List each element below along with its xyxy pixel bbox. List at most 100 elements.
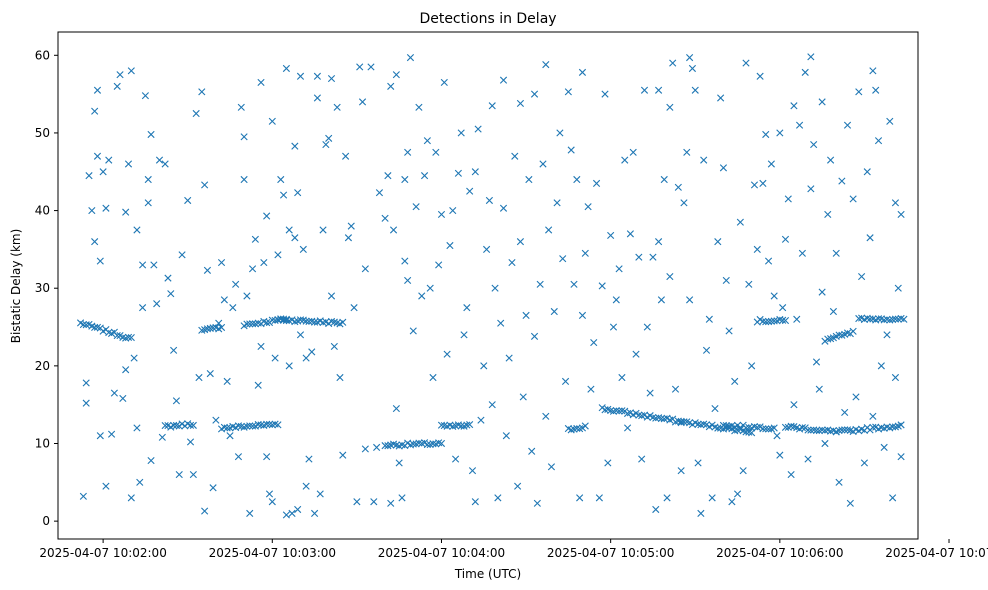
data-point	[147, 456, 155, 465]
data-point	[683, 148, 691, 156]
data-point	[167, 290, 175, 298]
data-point	[897, 314, 905, 323]
axes-frame	[57, 31, 919, 540]
data-point	[175, 470, 183, 479]
data-point	[158, 433, 166, 441]
data-point	[804, 455, 812, 463]
data-point	[203, 266, 212, 274]
data-point	[294, 505, 302, 514]
data-point	[91, 107, 99, 115]
data-point	[843, 121, 852, 129]
data-point	[824, 210, 832, 219]
data-point	[150, 261, 158, 269]
data-point	[437, 439, 446, 448]
data-point	[539, 160, 547, 168]
data-point	[296, 316, 305, 324]
data-point	[477, 416, 485, 424]
data-point	[762, 318, 770, 326]
data-point	[302, 354, 310, 362]
data-point	[483, 245, 491, 253]
data-point	[122, 366, 130, 374]
data-point	[697, 509, 705, 517]
data-point	[635, 253, 643, 261]
data-point	[240, 175, 248, 184]
data-point	[212, 416, 220, 424]
data-point	[623, 424, 632, 432]
chart-title: Detections in Delay	[419, 11, 556, 27]
data-point	[798, 249, 806, 257]
data-point	[220, 296, 228, 304]
data-point	[660, 175, 668, 184]
data-point	[638, 455, 646, 463]
data-point	[787, 422, 795, 430]
data-point	[319, 226, 327, 234]
data-point	[192, 109, 200, 118]
data-point	[449, 206, 457, 215]
data-point	[601, 90, 609, 98]
data-point	[198, 326, 206, 334]
data-point	[105, 156, 113, 164]
data-point	[855, 88, 863, 96]
data-point	[102, 482, 110, 490]
data-point	[437, 421, 446, 429]
data-point	[353, 498, 361, 506]
data-point	[511, 152, 519, 160]
data-point	[463, 421, 471, 429]
data-point	[680, 199, 688, 207]
data-point	[573, 175, 581, 184]
data-point	[767, 317, 775, 325]
data-point	[198, 88, 206, 96]
data-point	[215, 319, 223, 327]
data-point	[178, 251, 186, 259]
data-point	[437, 210, 446, 219]
data-point	[609, 323, 618, 331]
data-point	[753, 245, 761, 253]
data-point	[818, 98, 826, 106]
data-point	[240, 133, 248, 141]
data-point	[291, 318, 299, 326]
data-point	[251, 235, 259, 243]
data-point	[432, 148, 440, 156]
data-point	[277, 175, 285, 184]
data-point	[339, 451, 347, 459]
data-point	[759, 425, 767, 433]
data-point	[401, 175, 409, 184]
data-point	[590, 338, 598, 347]
data-point	[93, 152, 102, 160]
data-point	[804, 426, 812, 434]
data-point	[282, 64, 290, 73]
data-point	[415, 103, 423, 111]
data-point	[894, 315, 902, 323]
data-point	[466, 187, 474, 195]
data-point	[793, 315, 801, 323]
data-point	[127, 494, 135, 502]
data-point	[604, 459, 612, 467]
data-point	[220, 423, 228, 431]
data-point	[581, 249, 589, 257]
data-point	[387, 82, 395, 90]
data-point	[102, 204, 110, 212]
data-point	[750, 181, 759, 189]
data-point	[279, 191, 288, 199]
data-point	[770, 424, 778, 432]
data-point	[889, 315, 897, 324]
data-point	[615, 407, 623, 415]
data-point	[144, 199, 152, 207]
data-point	[711, 404, 719, 413]
data-point	[499, 76, 508, 84]
data-point	[161, 421, 169, 430]
data-point	[136, 478, 144, 486]
data-point	[234, 453, 243, 461]
data-point	[612, 296, 620, 304]
data-point	[807, 53, 815, 61]
y-axis: 0 10 20 30 40 50 60	[35, 48, 58, 528]
data-point	[601, 406, 609, 414]
data-point	[415, 439, 423, 447]
data-point	[559, 255, 567, 263]
data-point	[291, 142, 299, 150]
data-point	[733, 490, 742, 498]
data-point	[454, 169, 462, 177]
data-point	[776, 129, 784, 137]
data-point	[356, 63, 364, 71]
data-point	[263, 420, 271, 428]
